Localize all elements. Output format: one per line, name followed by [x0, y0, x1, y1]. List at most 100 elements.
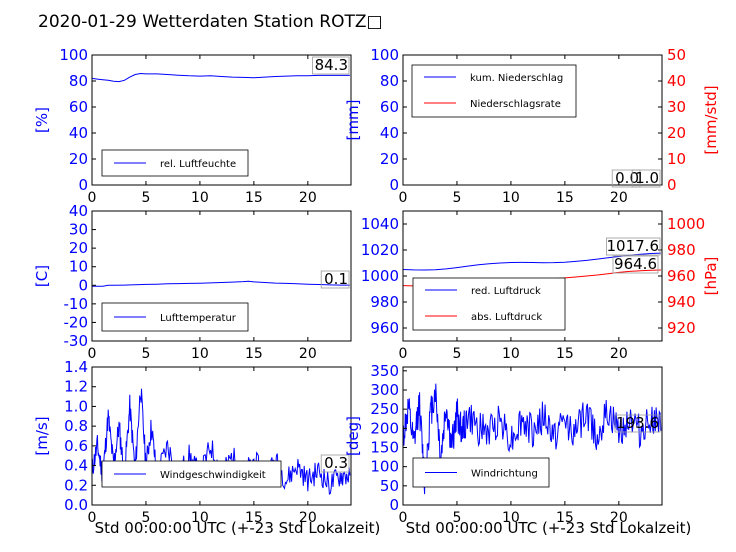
plot-frame — [91, 210, 352, 342]
x-tick-label: 5 — [452, 346, 461, 362]
plot-frame — [402, 366, 663, 506]
y-tick-label: 980 — [370, 293, 399, 311]
y-tick-label: 60 — [380, 98, 399, 116]
value-annotation-box — [606, 237, 661, 256]
y-axis-label: [%] — [33, 107, 51, 133]
y2-tick-label: 20 — [667, 124, 686, 142]
y-axis-label: [C] — [33, 265, 51, 287]
x-axis-label: Std 00:00:00 UTC (+-23 Std Lokalzeit) — [95, 519, 381, 537]
y2-tick-label: 980 — [667, 241, 696, 259]
x-tick-label: 0 — [88, 346, 97, 362]
y-tick-label: 0 — [78, 276, 88, 294]
x-tick-label: 10 — [191, 190, 209, 206]
y-tick-label: 60 — [69, 98, 88, 116]
x-tick-label: 15 — [245, 190, 263, 206]
value-annotation-box — [320, 270, 350, 289]
y-tick-label: 300 — [370, 381, 399, 399]
plot-frame — [402, 54, 663, 186]
x-tick-label: 15 — [245, 346, 263, 362]
y-tick-label: 1000 — [361, 267, 399, 285]
y-tick-label: 50 — [380, 477, 399, 495]
y-tick-label: -10 — [64, 295, 89, 313]
value-annotation-box — [631, 169, 661, 188]
series-line-wind_speed-0 — [92, 388, 351, 495]
x-tick-label: 15 — [556, 346, 574, 362]
y2-tick-label: 10 — [667, 150, 686, 168]
x-tick-label: 0 — [399, 190, 408, 206]
value-annotation-box — [312, 56, 350, 75]
legend-label: red. Luftdruck — [471, 286, 541, 297]
value-annotation-box — [614, 414, 661, 433]
x-tick-label: 20 — [610, 190, 628, 206]
legend-label: Lufttemperatur — [160, 313, 237, 324]
y-tick-label: 80 — [69, 72, 88, 90]
x-tick-label: 15 — [245, 510, 263, 526]
x-tick-label: 20 — [610, 346, 628, 362]
x-tick-label: 10 — [502, 190, 520, 206]
y-tick-label: 20 — [69, 150, 88, 168]
panel-precip: 0 5 10 15 20 0 20 40 60 80 100 [mm] 0 10 20 30 40 50 [mm/s… — [344, 46, 720, 206]
legend: kum. Niederschlag Niederschlagsrate — [411, 64, 577, 118]
y2-tick-label: 940 — [667, 293, 696, 311]
x-tick-label: 15 — [556, 190, 574, 206]
y-tick-label: 40 — [69, 124, 88, 142]
y-tick-label: 200 — [370, 419, 399, 437]
y-tick-label: 0.8 — [64, 417, 88, 435]
value-annotation: 0.1 — [324, 270, 348, 288]
y2-axis-label: [hPa] — [702, 257, 720, 296]
plot-frame — [91, 366, 352, 506]
value-annotation: 84.3 — [315, 56, 348, 74]
y-tick-label: 10 — [69, 258, 88, 276]
y2-tick-label: 920 — [667, 319, 696, 337]
x-tick-label: 20 — [299, 510, 317, 526]
figure-title: 2020-01-29 Wetterdaten Station ROTZ□ — [38, 12, 383, 32]
y-tick-label: 1.4 — [64, 358, 88, 376]
legend: rel. Luftfeuchte — [101, 149, 249, 177]
y-tick-label: 350 — [370, 362, 399, 380]
y2-tick-label: 40 — [667, 72, 686, 90]
x-axis-label: Std 00:00:00 UTC (+-23 Std Lokalzeit) — [406, 519, 692, 537]
x-tick-label: 20 — [610, 510, 628, 526]
legend-label: rel. Luftfeuchte — [160, 159, 236, 170]
legend-label: Windgeschwindigkeit — [160, 470, 266, 481]
x-tick-label: 0 — [88, 190, 97, 206]
y-tick-label: 20 — [69, 239, 88, 257]
legend-label: abs. Luftdruck — [471, 312, 542, 323]
legend-label: Windrichtung — [471, 469, 538, 480]
x-tick-label: 5 — [452, 190, 461, 206]
y2-tick-label: 0 — [667, 176, 677, 194]
y-axis-label: [deg] — [344, 416, 362, 456]
x-tick-label: 20 — [299, 190, 317, 206]
panel-pressure: 0 5 10 15 20 960 980 1000 1020 1040 920 940 960 980 10… — [361, 210, 720, 362]
panel-temperature: 0 5 10 15 20-30-20-10010203040[C]Lufttempera… — [33, 202, 352, 362]
series-line-humidity-0 — [92, 72, 350, 83]
y-tick-label: 1.2 — [64, 378, 88, 396]
y-tick-label: 20 — [380, 150, 399, 168]
x-tick-label: 15 — [556, 510, 574, 526]
series-line-wind_dir-0 — [403, 383, 662, 495]
y-tick-label: 100 — [59, 46, 88, 64]
y2-tick-label: 960 — [667, 267, 696, 285]
x-tick-label: 0 — [399, 346, 408, 362]
y-tick-label: 100 — [370, 458, 399, 476]
y-tick-label: 0.0 — [64, 496, 88, 514]
value-annotation-box — [320, 454, 350, 473]
y-tick-label: 960 — [370, 319, 399, 337]
value-annotation: 193.6 — [616, 414, 659, 432]
value-annotation-box — [612, 255, 659, 274]
value-annotation: 1017.6 — [607, 237, 660, 255]
x-tick-label: 0 — [399, 510, 408, 526]
legend-label: Niederschlagsrate — [470, 99, 561, 110]
legend: Windrichtung — [412, 457, 550, 488]
y-tick-label: 40 — [69, 202, 88, 220]
y2-tick-label: 1000 — [667, 215, 705, 233]
x-tick-label: 20 — [299, 346, 317, 362]
y-tick-label: 1040 — [361, 215, 399, 233]
y-tick-label: 150 — [370, 439, 399, 457]
y-axis-label: [mm] — [344, 100, 362, 141]
legend-frame — [412, 277, 566, 331]
